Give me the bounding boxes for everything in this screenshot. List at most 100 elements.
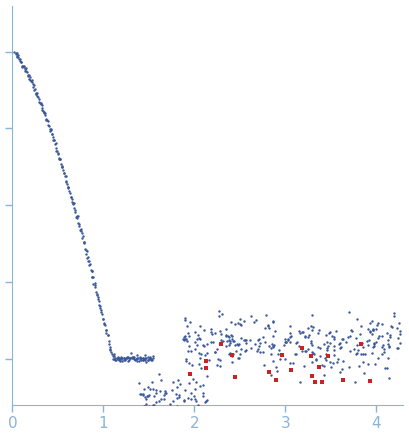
Point [236, 350, 243, 357]
Point [335, 355, 342, 362]
Point [386, 375, 393, 382]
Point [391, 310, 397, 317]
Point [357, 350, 364, 357]
Point [27, 76, 34, 83]
Point [85, 258, 92, 265]
Point [372, 361, 378, 368]
Point [160, 396, 167, 403]
Point [256, 335, 262, 342]
Point [142, 352, 148, 359]
Point [202, 398, 209, 405]
Point [384, 364, 390, 371]
Point [235, 319, 242, 326]
Point [21, 64, 27, 71]
Point [39, 107, 45, 114]
Point [149, 378, 156, 385]
Point [357, 331, 364, 338]
Point [146, 355, 153, 362]
Point [384, 329, 391, 336]
Point [287, 322, 294, 329]
Point [222, 343, 229, 350]
Point [395, 345, 401, 352]
Point [366, 378, 373, 385]
Point [231, 338, 238, 345]
Point [176, 381, 183, 388]
Point [331, 346, 337, 353]
Point [396, 327, 403, 334]
Point [360, 344, 366, 351]
Point [371, 343, 377, 350]
Point [87, 260, 93, 267]
Point [40, 109, 47, 116]
Point [338, 343, 344, 350]
Point [321, 340, 327, 347]
Point [208, 338, 215, 345]
Point [146, 402, 152, 409]
Point [353, 334, 360, 341]
Point [47, 127, 53, 134]
Point [309, 327, 315, 334]
Point [49, 130, 55, 137]
Point [153, 390, 160, 397]
Point [34, 92, 41, 99]
Point [89, 273, 96, 280]
Point [17, 58, 24, 65]
Point [101, 322, 108, 329]
Point [54, 149, 61, 156]
Point [315, 364, 322, 371]
Point [16, 56, 22, 63]
Point [187, 319, 193, 326]
Point [330, 359, 336, 366]
Point [71, 205, 78, 212]
Point [69, 195, 75, 202]
Point [182, 357, 189, 364]
Point [320, 371, 327, 378]
Point [271, 341, 278, 348]
Point [194, 331, 201, 338]
Point [230, 337, 236, 344]
Point [305, 325, 312, 332]
Point [173, 384, 180, 391]
Point [247, 336, 253, 343]
Point [46, 122, 52, 129]
Point [324, 339, 330, 346]
Point [331, 351, 337, 358]
Point [199, 342, 206, 349]
Point [155, 371, 162, 378]
Point [150, 402, 156, 409]
Point [218, 331, 225, 338]
Point [294, 338, 300, 345]
Point [180, 336, 187, 343]
Point [82, 245, 88, 252]
Point [76, 223, 83, 230]
Point [148, 356, 155, 363]
Point [319, 361, 326, 368]
Point [324, 347, 330, 354]
Point [200, 389, 206, 396]
Point [94, 291, 100, 298]
Point [204, 397, 210, 404]
Point [95, 298, 102, 305]
Point [372, 326, 379, 333]
Point [203, 349, 210, 356]
Point [107, 347, 114, 354]
Point [202, 357, 209, 364]
Point [66, 187, 72, 194]
Point [346, 308, 353, 315]
Point [118, 355, 124, 362]
Point [385, 355, 391, 362]
Point [19, 63, 26, 70]
Point [201, 326, 207, 333]
Point [270, 319, 276, 326]
Point [161, 391, 167, 398]
Point [367, 329, 374, 336]
Point [26, 75, 33, 82]
Point [286, 333, 293, 340]
Point [288, 333, 294, 340]
Point [143, 395, 150, 402]
Point [185, 333, 192, 340]
Point [321, 355, 328, 362]
Point [228, 359, 235, 366]
Point [203, 373, 210, 380]
Point [385, 340, 392, 347]
